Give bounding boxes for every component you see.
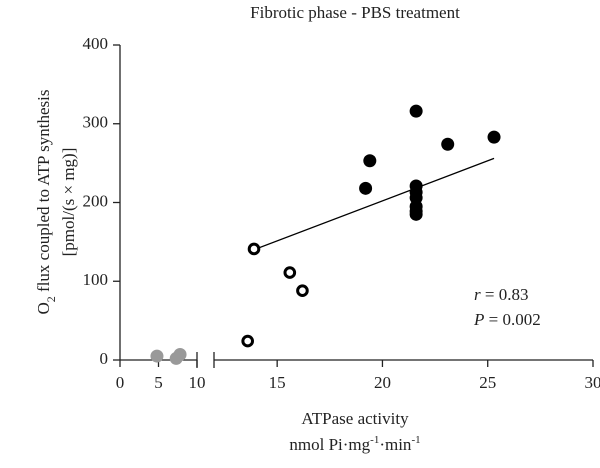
- annotation-var: P: [473, 310, 484, 329]
- x-tick-label: 20: [374, 373, 391, 392]
- y-tick-label: 100: [83, 270, 109, 289]
- x-tick-label: 5: [154, 373, 163, 392]
- y-tick-label: 0: [100, 349, 109, 368]
- fit-line: [249, 157, 495, 252]
- x-tick-label: 10: [189, 373, 206, 392]
- x-tick-label: 30: [585, 373, 600, 392]
- annotation: r = 0.83: [474, 285, 528, 304]
- x-tick-label: 25: [479, 373, 496, 392]
- annotation-var: r: [474, 285, 481, 304]
- x-tick-label: 15: [269, 373, 286, 392]
- y-tick-label: 300: [83, 113, 109, 132]
- x-unit-part: ·min: [379, 435, 412, 454]
- point: [173, 347, 187, 361]
- y-label-part: flux coupled to ATP synthesis: [34, 90, 53, 297]
- chart-title: Fibrotic phase - PBS treatment: [250, 3, 460, 22]
- annotation-text: = 0.83: [481, 285, 529, 304]
- annotation-text: = 0.002: [484, 310, 540, 329]
- x-unit-part: nmol Pi·mg: [289, 435, 370, 454]
- y-tick-label: 400: [83, 34, 109, 53]
- x-unit-sup: -1: [411, 434, 420, 446]
- point: [150, 349, 164, 363]
- point: [441, 137, 455, 151]
- y-label-part: O: [34, 302, 53, 314]
- point: [359, 181, 373, 195]
- x-axis-label: ATPase activity: [301, 409, 409, 428]
- y-axis-label: O2 flux coupled to ATP synthesis: [34, 90, 58, 315]
- point: [247, 242, 261, 256]
- point: [283, 266, 297, 279]
- y-axis-label: [pmol/(s × mg)]: [59, 148, 78, 257]
- point: [487, 130, 501, 144]
- annotation: P = 0.002: [473, 310, 541, 329]
- x-unit-sup: -1: [370, 434, 379, 446]
- point: [409, 104, 423, 118]
- point: [409, 207, 423, 221]
- point: [241, 334, 254, 348]
- y-label-sub: 2: [44, 296, 58, 302]
- point: [363, 154, 377, 168]
- point: [296, 284, 309, 298]
- x-axis-unit: nmol Pi·mg-1·min-1: [289, 434, 420, 454]
- y-tick-label: 200: [83, 191, 109, 210]
- x-tick-label: 0: [116, 373, 125, 392]
